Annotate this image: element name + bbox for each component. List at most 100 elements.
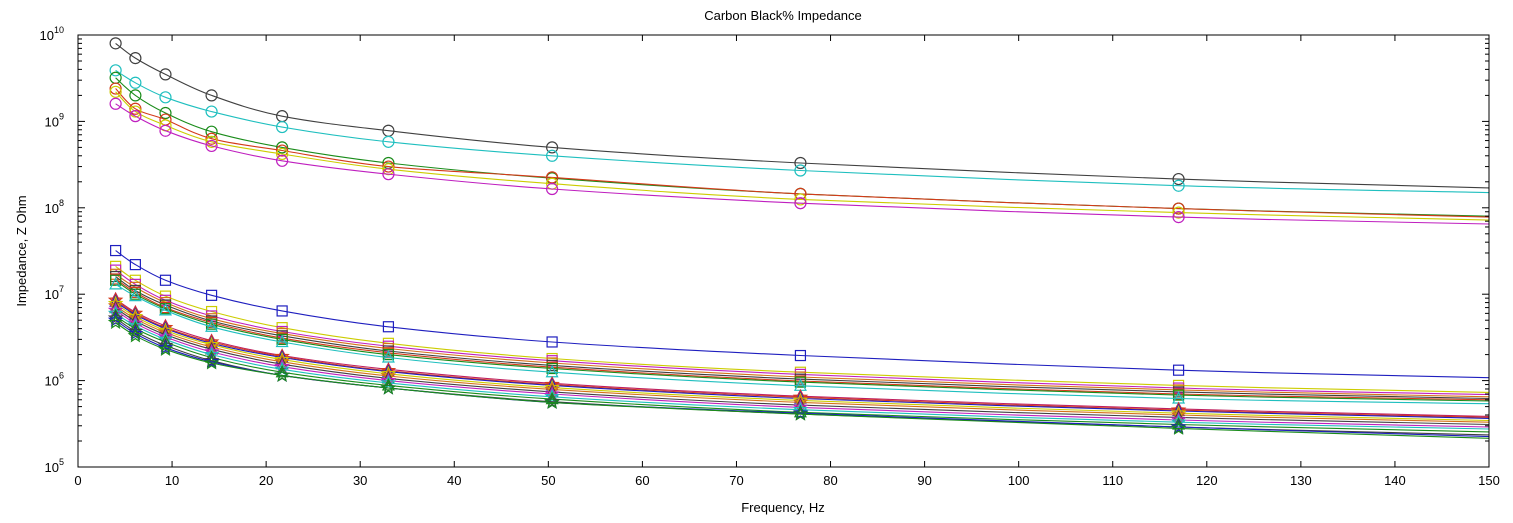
y-tick-exponent: 6 bbox=[59, 371, 64, 381]
x-tick-label: 40 bbox=[447, 473, 461, 488]
data-point-star bbox=[792, 405, 809, 420]
y-tick-base: 10 bbox=[45, 287, 59, 302]
data-point-triangle bbox=[158, 334, 172, 348]
data-point-square bbox=[546, 362, 558, 375]
x-tick-label: 80 bbox=[823, 473, 837, 488]
y-tick-label: 106 bbox=[45, 371, 64, 389]
y-tick-base: 10 bbox=[40, 28, 54, 43]
y-tick-base: 10 bbox=[45, 114, 59, 129]
data-point-circle bbox=[794, 156, 807, 170]
data-point-square bbox=[110, 274, 122, 286]
plot-layer bbox=[107, 37, 1490, 439]
data-point-circle bbox=[276, 141, 289, 154]
data-point-star bbox=[157, 337, 174, 353]
data-point-triangle bbox=[381, 350, 395, 363]
data-point-square bbox=[205, 318, 218, 330]
data-point-circle bbox=[109, 82, 122, 95]
x-tick-label: 20 bbox=[259, 473, 273, 488]
data-point-star bbox=[544, 394, 560, 409]
y-tick-base: 10 bbox=[45, 374, 59, 389]
series-line bbox=[115, 301, 1490, 419]
data-point-circle bbox=[545, 182, 559, 196]
data-point-circle bbox=[109, 71, 122, 84]
data-point-circle bbox=[205, 139, 218, 153]
data-point-star bbox=[380, 379, 397, 395]
data-point-star bbox=[203, 354, 220, 370]
data-point-circle bbox=[545, 149, 559, 162]
series-2 bbox=[109, 71, 1490, 217]
data-point-circle bbox=[205, 135, 218, 148]
series-5 bbox=[109, 97, 1490, 225]
data-point-star bbox=[203, 353, 220, 369]
y-tick-label: 107 bbox=[45, 284, 64, 302]
x-axis-label: Frequency, Hz bbox=[741, 500, 825, 515]
series-6 bbox=[110, 244, 1490, 379]
data-point-square bbox=[794, 376, 807, 388]
data-point-circle bbox=[276, 144, 289, 157]
series-line bbox=[115, 307, 1490, 426]
data-point-circle bbox=[382, 135, 395, 148]
data-point-circle bbox=[382, 168, 395, 181]
y-tick-base: 10 bbox=[45, 460, 59, 475]
x-tick-label: 0 bbox=[74, 473, 81, 488]
y-tick-label: 1010 bbox=[40, 25, 64, 43]
data-point-circle bbox=[1172, 206, 1185, 219]
y-tick-exponent: 5 bbox=[59, 457, 64, 467]
data-point-circle bbox=[109, 37, 122, 50]
data-point-square bbox=[129, 259, 141, 271]
data-point-square bbox=[110, 244, 122, 257]
data-point-circle bbox=[1172, 202, 1185, 215]
series-line bbox=[115, 77, 1490, 217]
x-tick-label: 30 bbox=[353, 473, 367, 488]
series-line bbox=[115, 276, 1490, 400]
y-tick-exponent: 9 bbox=[59, 111, 64, 121]
x-tick-label: 60 bbox=[635, 473, 649, 488]
data-point-circle bbox=[205, 125, 218, 138]
data-point-triangle bbox=[275, 334, 289, 348]
data-point-star bbox=[1170, 418, 1187, 434]
series-line bbox=[115, 69, 1490, 194]
data-point-star bbox=[127, 327, 144, 343]
chart-title: Carbon Black% Impedance bbox=[704, 8, 862, 23]
data-point-circle bbox=[159, 106, 172, 120]
data-point-star bbox=[792, 405, 809, 421]
data-point-star bbox=[157, 339, 174, 355]
y-tick-label: 108 bbox=[45, 198, 64, 216]
data-point-circle bbox=[276, 120, 289, 134]
y-tick-exponent: 10 bbox=[54, 25, 64, 35]
y-tick-label: 105 bbox=[45, 457, 64, 475]
series-25 bbox=[107, 314, 1490, 439]
data-point-circle bbox=[545, 141, 559, 154]
data-point-circle bbox=[159, 124, 172, 137]
series-10 bbox=[110, 270, 1490, 400]
data-point-square bbox=[382, 348, 395, 361]
data-point-circle bbox=[109, 64, 122, 77]
data-point-triangle bbox=[275, 364, 289, 378]
axes-layer: 0 10 20 30 40 50 60 70 80 90 100 110 120 130 140 150105… bbox=[40, 25, 1500, 488]
x-tick-label: 150 bbox=[1478, 473, 1500, 488]
data-point-triangle bbox=[1172, 417, 1186, 430]
data-point-circle bbox=[545, 171, 559, 184]
data-point-square bbox=[276, 333, 288, 345]
data-point-star bbox=[127, 323, 144, 339]
data-point-circle bbox=[1172, 211, 1185, 224]
data-point-circle bbox=[794, 193, 807, 206]
data-point-circle bbox=[129, 102, 142, 115]
data-point-star bbox=[157, 341, 174, 356]
data-point-circle bbox=[276, 154, 289, 167]
x-tick-label: 10 bbox=[165, 473, 179, 488]
data-point-circle bbox=[205, 105, 218, 118]
y-tick-exponent: 7 bbox=[59, 284, 64, 294]
data-point-circle bbox=[159, 91, 172, 104]
series-line bbox=[115, 269, 1490, 396]
data-point-circle bbox=[794, 197, 807, 210]
data-point-star bbox=[274, 367, 290, 382]
data-point-star bbox=[107, 314, 124, 330]
data-point-triangle bbox=[545, 391, 559, 405]
data-point-square bbox=[382, 321, 395, 333]
data-point-circle bbox=[129, 105, 142, 118]
y-tick-label: 109 bbox=[45, 111, 64, 129]
series-line bbox=[115, 42, 1490, 189]
